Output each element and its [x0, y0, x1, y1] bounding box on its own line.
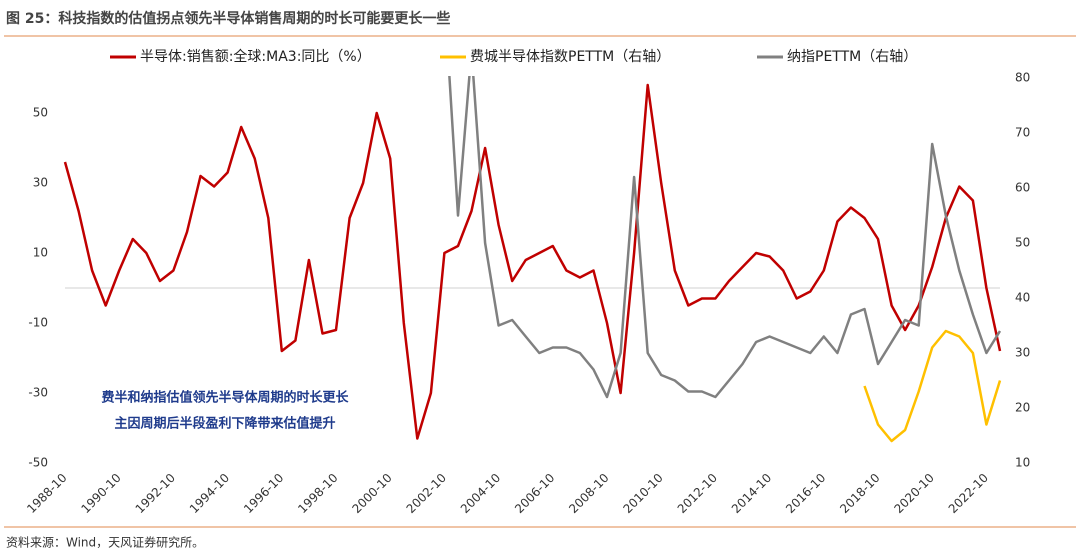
y-tick-label: 30	[33, 176, 48, 190]
y2-tick-label: 10	[1015, 456, 1030, 470]
y2-tick-label: 80	[1015, 71, 1030, 85]
y-tick-label: -30	[28, 386, 48, 400]
x-tick-label: 1994-10	[187, 471, 232, 516]
plot-area	[63, 76, 1002, 443]
x-tick-label: 1988-10	[24, 471, 69, 516]
legend-label: 纳指PETTM（右轴）	[787, 49, 917, 65]
y2-tick-label: 40	[1015, 291, 1030, 305]
y-tick-label: 10	[33, 246, 48, 260]
annotation: 费半和纳指估值领先半导体周期的时长更长	[101, 390, 349, 406]
x-tick-label: 1996-10	[241, 471, 286, 516]
y2-tick-label: 60	[1015, 181, 1030, 195]
y2-tick-label: 30	[1015, 346, 1030, 360]
y2-tick-label: 20	[1015, 401, 1030, 415]
x-tick-label: 2012-10	[675, 471, 720, 516]
x-tick-label: 2006-10	[512, 471, 557, 516]
series-line	[863, 329, 1002, 443]
series-line	[448, 76, 1002, 399]
x-tick-label: 2022-10	[946, 471, 991, 516]
x-tick-label: 2004-10	[458, 471, 503, 516]
x-tick-label: 2008-10	[566, 471, 611, 516]
legend-label: 费城半导体指数PETTM（右轴）	[470, 49, 670, 65]
y-tick-label: 50	[33, 106, 48, 120]
x-tick-label: 2018-10	[837, 471, 882, 516]
source: 资料来源：Wind，天风证券研究所。	[6, 535, 204, 550]
x-tick-label: 1990-10	[78, 471, 123, 516]
series-line	[63, 83, 1002, 440]
y2-tick-label: 70	[1015, 126, 1030, 140]
y-tick-label: -10	[28, 316, 48, 330]
x-tick-label: 1992-10	[133, 471, 178, 516]
x-tick-label: 1998-10	[295, 471, 340, 516]
x-tick-label: 2014-10	[729, 471, 774, 516]
x-tick-label: 2010-10	[620, 471, 665, 516]
y2-tick-label: 50	[1015, 236, 1030, 250]
legend-label: 半导体:销售额:全球:MA3:同比（%）	[140, 48, 371, 65]
x-tick-label: 2002-10	[404, 471, 449, 516]
x-tick-label: 2020-10	[891, 471, 936, 516]
y-tick-label: -50	[28, 456, 48, 470]
chart-title: 图 25：科技指数的估值拐点领先半导体销售周期的时长可能要更长一些	[6, 10, 450, 27]
x-tick-label: 2016-10	[783, 471, 828, 516]
x-tick-label: 2000-10	[349, 471, 394, 516]
annotation: 主因周期后半段盈利下降带来估值提升	[114, 416, 335, 432]
